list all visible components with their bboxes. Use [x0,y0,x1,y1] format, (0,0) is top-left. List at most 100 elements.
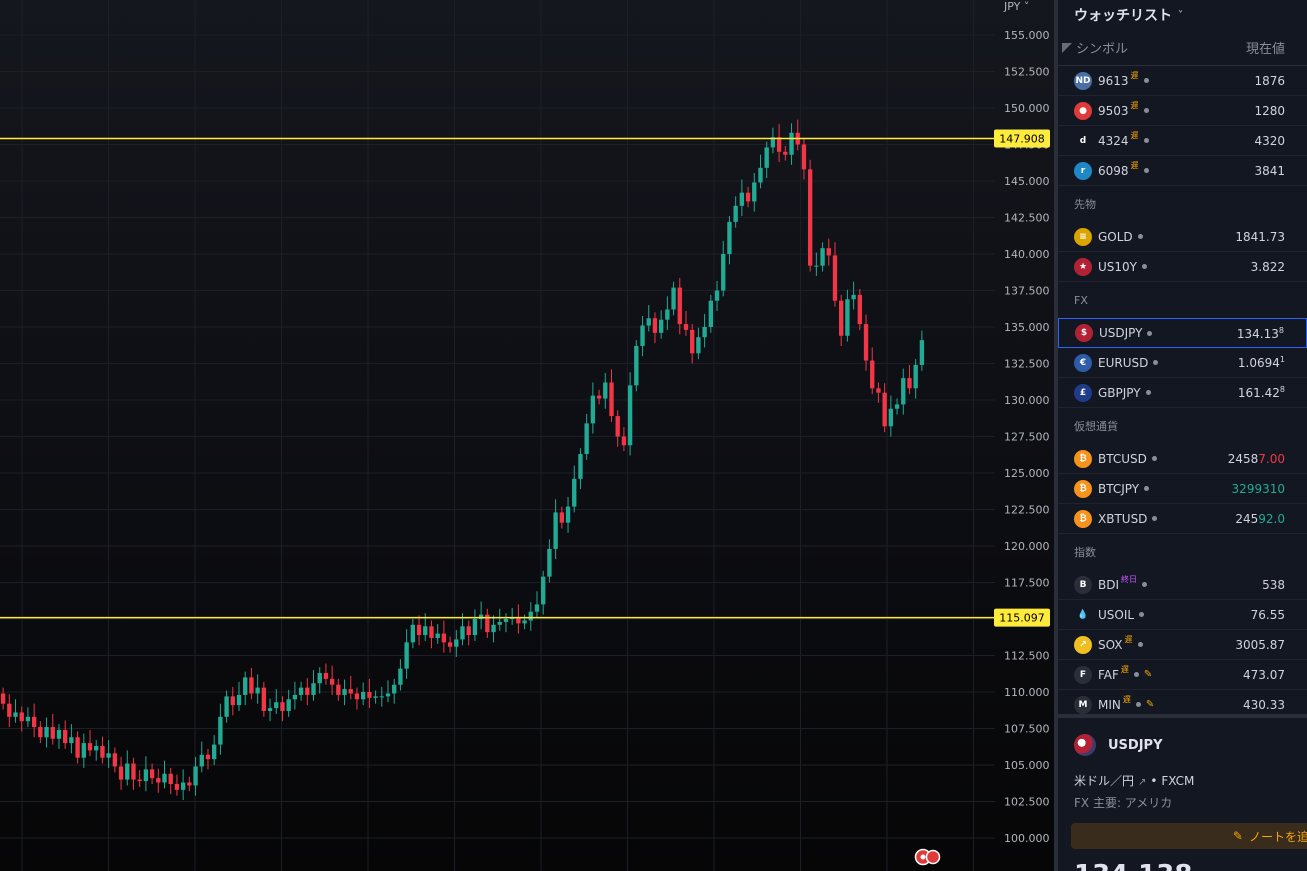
candle-body [373,696,378,698]
symbol-cell: ↗ SOX 遅 [1074,635,1235,654]
status-dot-icon [1143,138,1149,143]
watchlist-row-faf[interactable]: F FAF 遅 ✎ 473.07 [1058,660,1307,690]
symbol-label: FAF [1098,667,1119,682]
candle-body [274,702,279,709]
candle-body [13,712,18,717]
candle-body [367,692,372,698]
watchlist-row-btcusd[interactable]: ₿ BTCUSD 24587.00 [1058,444,1307,474]
symbol-logo-icon: 💧 [1074,605,1092,624]
axis-currency-selector[interactable]: JPY ˅ [1004,0,1029,13]
candle-body [81,743,86,758]
price-label-box [994,608,1050,627]
price-cell: 24587.00 [1228,452,1285,466]
details-exchange: FXCM [1161,774,1195,788]
candlestick-chart[interactable]: 155.000152.500150.000147.500145.000142.5… [0,0,1054,871]
watchlist-row-eurusd[interactable]: € EURUSD 1.06941 [1058,348,1307,378]
status-dot-icon [1137,234,1143,239]
section-label[interactable]: 仮想通貨 [1074,420,1118,433]
status-dot-icon [1145,390,1151,395]
price-label: 147.908 [999,133,1045,146]
symbol-logo-icon: ★ [1074,257,1092,276]
price-value: 473.07 [1243,667,1285,682]
candle-body [820,248,825,266]
add-note-button[interactable]: ✎ ノートを追加 [1071,823,1307,849]
details-name[interactable]: 米ドル／円 [1074,774,1135,788]
watchlist-row-usoil[interactable]: 💧 USOIL 76.55 [1058,600,1307,630]
watchlist-row-us10y[interactable]: ★ US10Y 3.822 [1058,252,1307,282]
candle-body [63,729,68,744]
candle-body [348,689,353,694]
candle-body [423,626,428,636]
symbol-cell: ND 9613 遅 [1074,71,1254,90]
symbol-logo-icon: M [1074,695,1092,714]
candle-body [894,404,900,409]
symbol-cell: ≡ GOLD [1074,227,1235,246]
symbol-logo-icon: ₿ [1074,449,1092,468]
candle-body [38,727,43,738]
watchlist-row-9503[interactable]: ● 9503 遅 1280 [1058,96,1307,126]
candle-body [224,696,229,717]
watchlist-row-9613[interactable]: ND 9613 遅 1876 [1058,66,1307,96]
candle-body [75,737,80,758]
symbol-label: USDJPY [1099,326,1143,340]
price-cell: 430.33 [1243,698,1285,712]
candle-body [764,147,769,168]
y-tick-label: 110.000 [1004,686,1050,699]
status-dot-icon [1144,486,1150,491]
panel-divider[interactable] [1054,0,1058,871]
candle-body [888,408,894,427]
watchlist-row-4324[interactable]: d 4324 遅 4320 [1058,126,1307,156]
watchlist-row-sox[interactable]: ↗ SOX 遅 3005.87 [1058,630,1307,660]
price-cell: 3.822 [1251,260,1285,274]
watchlist-row-bdi[interactable]: B BDI 終日 538 [1058,570,1307,600]
candle-body [541,576,546,605]
edit-icon[interactable]: ✎ [1145,699,1155,710]
candle-body [646,318,651,326]
watchlist-row-6098[interactable]: r 6098 遅 3841 [1058,156,1307,186]
details-symbol[interactable]: USDJPY [1074,734,1163,756]
candle-body [739,192,745,206]
candle-body [286,699,291,711]
candle-body [106,753,111,758]
watchlist-row-btcjpy[interactable]: ₿ BTCJPY 3299310 [1058,474,1307,504]
watchlist-header[interactable]: ウォッチリスト ˅ [1058,0,1307,30]
candle-body [590,395,596,424]
symbol-logo-icon: F [1074,665,1092,684]
price-cell: 24592.0 [1235,512,1285,526]
y-tick-label: 140.000 [1004,248,1050,261]
candle-body [857,294,862,325]
symbol-logo-icon: € [1074,353,1092,372]
y-tick-label: 135.000 [1004,321,1050,334]
status-dot-icon [1135,702,1141,707]
watchlist-row-gbpjpy[interactable]: £ GBPJPY 161.428 [1058,378,1307,408]
candle-body [193,766,198,786]
section-label[interactable]: 先物 [1074,198,1096,211]
external-link-icon[interactable]: ↗ [1138,777,1147,788]
watchlist-row-gold[interactable]: ≡ GOLD 1841.73 [1058,222,1307,252]
delay-badge: 遅 [1122,695,1131,704]
symbol-cell: ★ US10Y [1074,257,1251,276]
watchlist-row-usdjpy[interactable]: $ USDJPY 134.138 [1058,318,1307,348]
watchlist-row-xbtusd[interactable]: ₿ XBTUSD 24592.0 [1058,504,1307,534]
candle-body [31,716,37,728]
section-label[interactable]: FX [1074,293,1088,307]
candle-body [752,182,757,202]
price-value: 1841.73 [1235,229,1285,244]
price-chart[interactable]: 155.000152.500150.000147.500145.000142.5… [0,0,1054,871]
status-dot-icon [1143,78,1149,83]
symbol-logo-icon: ≡ [1074,227,1092,246]
symbol-label: BTCJPY [1098,481,1140,496]
details-name-line: 米ドル／円 ↗ • FXCM [1074,774,1195,788]
y-tick-label: 102.500 [1004,796,1050,809]
col-symbol[interactable]: シンボル [1076,42,1129,57]
candle-body [441,633,447,643]
col-price[interactable]: 現在値 [1245,42,1285,57]
status-dot-icon [1137,642,1143,647]
price-value: 134.13 [1236,326,1279,341]
y-tick-label: 107.500 [1004,723,1050,736]
section-label[interactable]: 指数 [1074,546,1096,559]
candle-body [255,687,260,694]
candle-body [882,392,887,427]
edit-icon[interactable]: ✎ [1143,669,1153,680]
candle-body [447,642,453,647]
